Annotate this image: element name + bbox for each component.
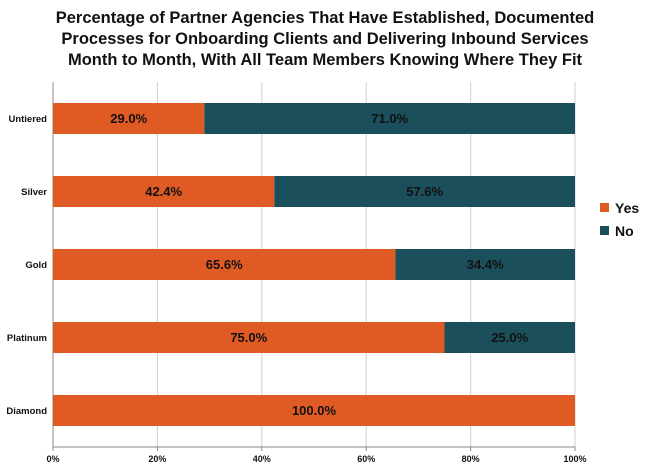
- data-label: 71.0%: [371, 111, 408, 126]
- data-label: 34.4%: [467, 257, 504, 272]
- chart-title-line: Month to Month, With All Team Members Kn…: [67, 51, 583, 69]
- bar-segment-no: [274, 176, 575, 207]
- x-tick-label: 100%: [563, 454, 586, 464]
- bar-segment-yes: [53, 176, 275, 207]
- legend-item-no: No: [600, 219, 639, 242]
- legend-label-yes: Yes: [615, 199, 640, 216]
- x-tick-label: 60%: [357, 454, 375, 464]
- legend-label-no: No: [615, 222, 634, 239]
- data-label: 29.0%: [110, 111, 147, 126]
- bar-segment-yes: [53, 103, 205, 134]
- x-tick-label: 40%: [253, 454, 271, 464]
- legend-item-yes: Yes: [600, 196, 639, 219]
- data-label: 100.0%: [292, 403, 337, 418]
- category-label: Silver: [21, 187, 47, 198]
- data-label: 65.6%: [206, 257, 243, 272]
- category-label: Untiered: [8, 114, 47, 125]
- data-label: 75.0%: [230, 330, 267, 345]
- bar-segment-yes: [53, 322, 445, 353]
- bar-segment-yes: [53, 395, 575, 426]
- x-tick-label: 80%: [462, 454, 480, 464]
- bar-segment-yes: [53, 249, 396, 280]
- category-label: Gold: [25, 260, 47, 271]
- category-label: Platinum: [7, 333, 47, 344]
- chart-title-line: Processes for Onboarding Clients and Del…: [61, 30, 589, 48]
- legend-swatch-no: [600, 226, 609, 235]
- data-label: 57.6%: [406, 184, 443, 199]
- x-tick-label: 20%: [148, 454, 166, 464]
- bar-segment-no: [395, 249, 575, 280]
- chart-title-line: Percentage of Partner Agencies That Have…: [55, 9, 595, 27]
- legend: Yes No: [600, 196, 639, 242]
- category-label: Diamond: [6, 406, 47, 417]
- data-label: 25.0%: [491, 330, 528, 345]
- chart-title: Percentage of Partner Agencies That Have…: [0, 8, 650, 71]
- data-label: 42.4%: [145, 184, 182, 199]
- bar-segment-no: [204, 103, 575, 134]
- bar-segment-no: [444, 322, 575, 353]
- x-tick-label: 0%: [46, 454, 59, 464]
- legend-swatch-yes: [600, 203, 609, 212]
